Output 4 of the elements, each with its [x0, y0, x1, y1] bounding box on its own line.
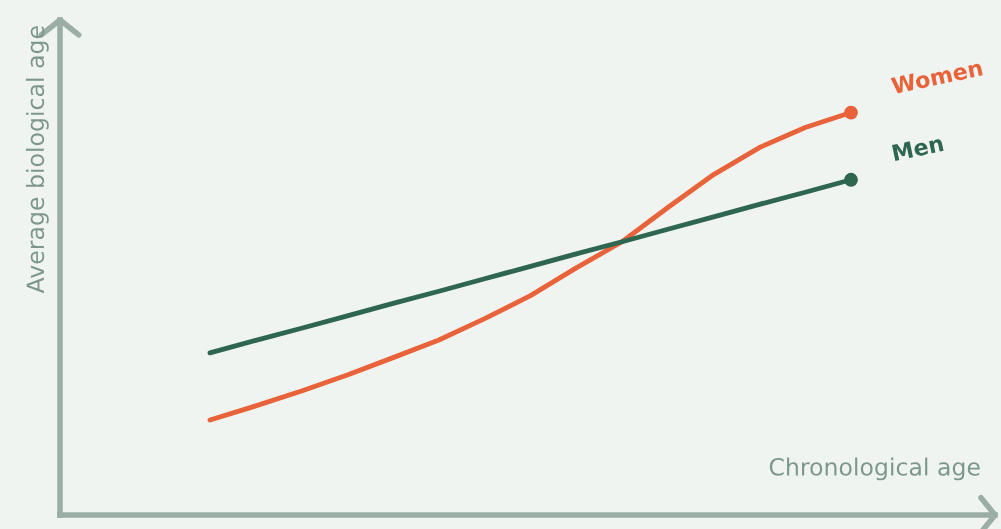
text: Men [892, 134, 944, 162]
text: Average biological age [25, 26, 49, 294]
x-axis-title: Chronological age [769, 457, 980, 481]
text: Women [890, 59, 983, 95]
